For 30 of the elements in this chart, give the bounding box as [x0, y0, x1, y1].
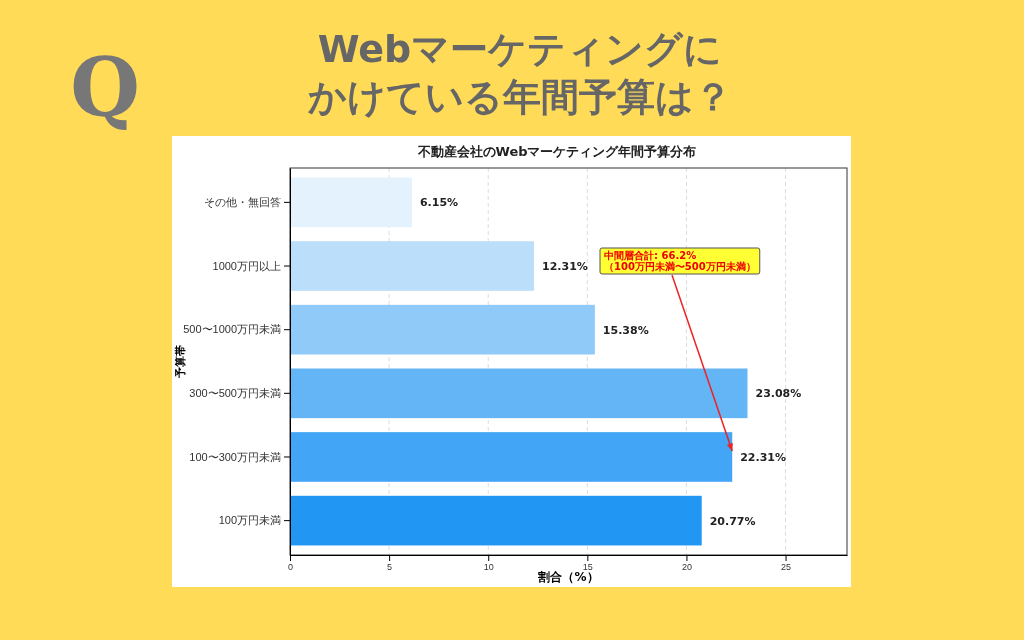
y-axis-title: 予算帯 — [174, 345, 187, 379]
y-tick-label: 500〜1000万円未満 — [183, 323, 281, 336]
data-label: 6.15% — [419, 196, 459, 210]
x-tick-label: 15 — [582, 562, 593, 573]
bar — [290, 495, 702, 546]
text: Q — [70, 40, 140, 134]
y-tick-label: その他・無回答 — [204, 195, 281, 208]
chart-subtitle: 不動産会社のWebマーケティング年間予算分布 — [416, 144, 697, 159]
x-tick-label: 5 — [387, 562, 393, 573]
annotation: 中間層合計: 66.2% （100万円未満〜500万円未満） — [604, 250, 756, 272]
x-tick-label: 25 — [781, 562, 792, 573]
x-tick-label: 0 — [287, 562, 294, 573]
y-tick-label: 1000万円以上 — [212, 259, 281, 272]
x-axis-title: 割合（%） — [537, 570, 599, 584]
bar — [290, 241, 535, 291]
x-tick-label: 10 — [483, 562, 494, 573]
bar — [290, 368, 748, 419]
x-tick-label: 20 — [681, 562, 692, 573]
y-tick-label: 100万円未満 — [218, 514, 281, 527]
bar — [290, 304, 595, 355]
chart-title: Webマーケティングにかけている年間予算は？ — [307, 27, 732, 119]
data-label: 15.38% — [602, 323, 649, 337]
data-label: 23.08% — [755, 387, 802, 401]
y-tick-label: 100〜300万円未満 — [189, 450, 281, 463]
data-label: 20.77% — [709, 514, 756, 528]
bar — [290, 432, 733, 482]
bar — [290, 177, 412, 228]
data-label: 22.31% — [740, 450, 787, 464]
data-label: 12.31% — [542, 260, 588, 274]
y-tick-label: 300〜500万円未満 — [189, 386, 281, 399]
